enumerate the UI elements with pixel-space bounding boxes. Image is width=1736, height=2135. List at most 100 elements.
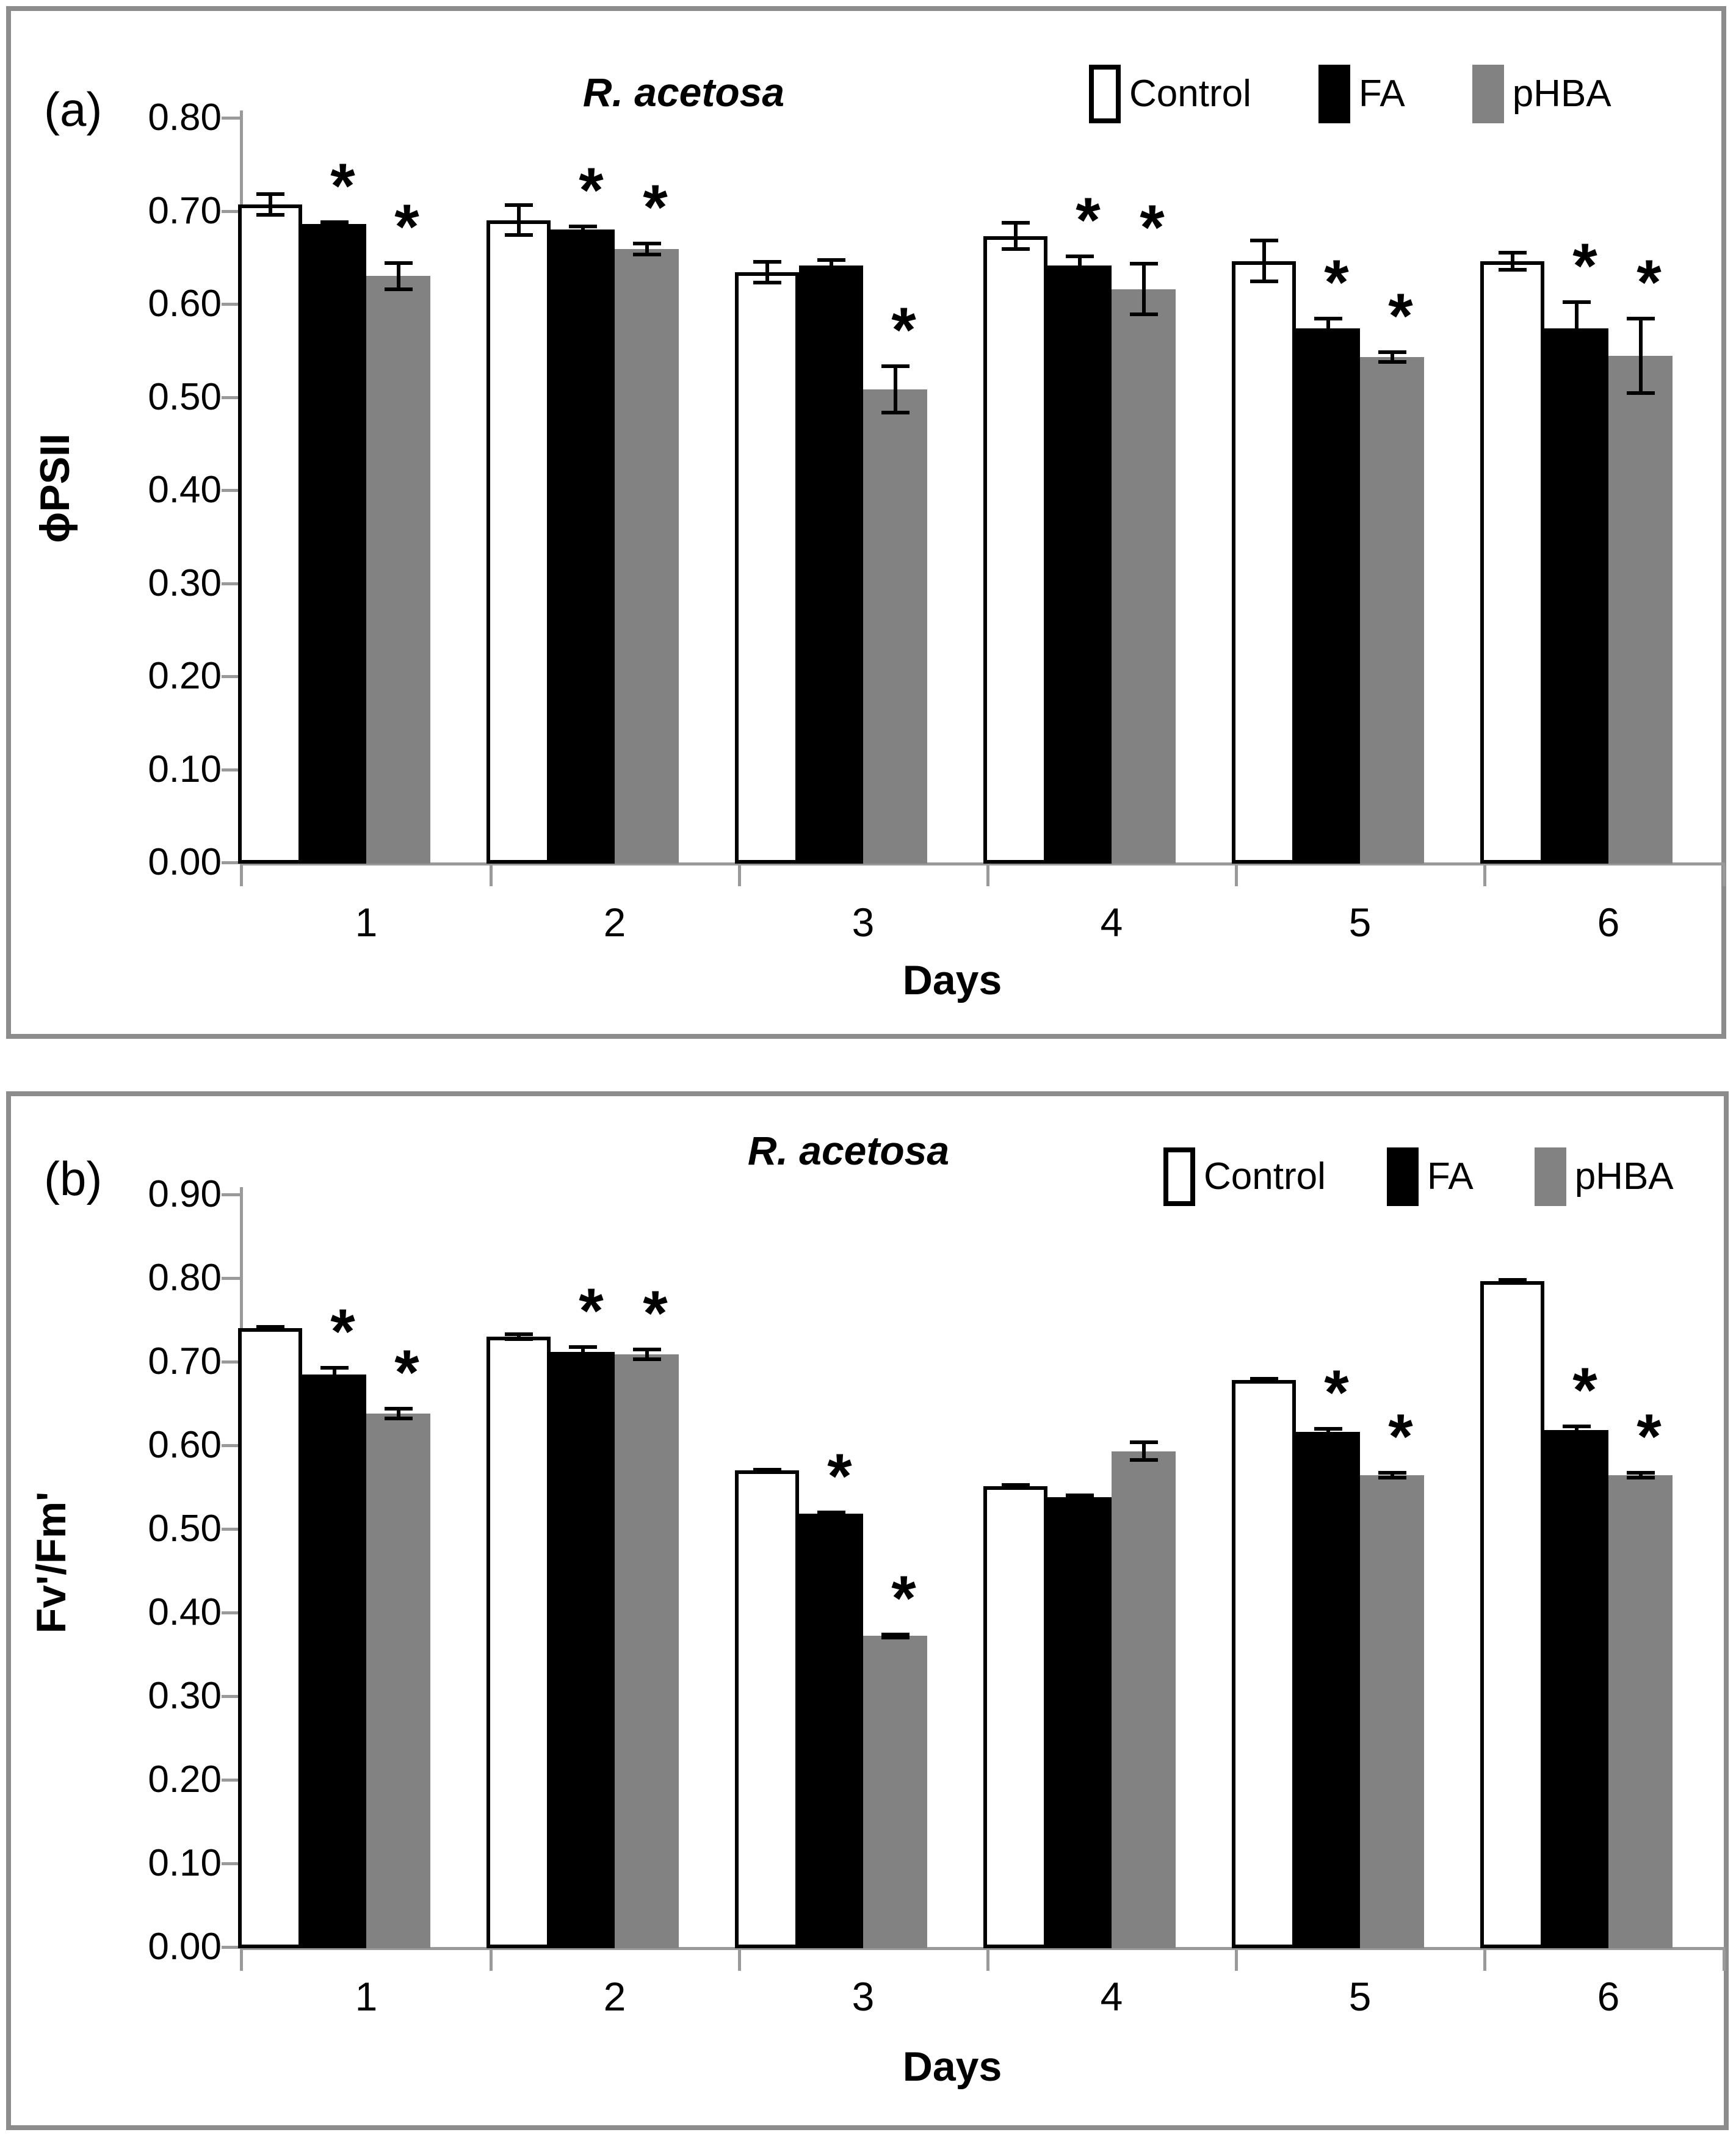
error-bar-cap-top <box>384 261 413 265</box>
error-bar-line <box>1077 255 1082 277</box>
bar-control-day5 <box>1232 261 1296 864</box>
error-bar-line <box>1390 350 1394 364</box>
y-tick-label: 0.60 <box>148 1424 222 1466</box>
bar-fa-day6 <box>1544 328 1608 864</box>
bar-fa-day5 <box>1296 328 1360 864</box>
y-tick-label: 0.80 <box>148 96 222 139</box>
error-bar-cap-bottom <box>1065 1497 1094 1501</box>
error-bar-cap-bottom <box>384 287 413 291</box>
y-tick-label: 0.30 <box>148 1675 222 1717</box>
error-bar-cap-top <box>384 1406 413 1411</box>
bar-fa-day1 <box>302 223 366 864</box>
error-bar-line <box>1574 1424 1579 1436</box>
error-bar-line <box>1326 1426 1330 1437</box>
x-tick <box>1234 865 1238 886</box>
x-tick <box>1483 865 1486 886</box>
significance-asterisk: * <box>579 155 604 226</box>
y-tick <box>222 303 241 306</box>
significance-asterisk: * <box>1637 1401 1662 1473</box>
error-bar-line <box>1638 1471 1643 1480</box>
x-tick <box>1723 865 1726 886</box>
significance-asterisk: * <box>1076 185 1101 256</box>
x-tick-label: 1 <box>355 1974 378 2019</box>
y-tick-label: 0.70 <box>148 189 222 232</box>
y-tick <box>222 675 241 678</box>
y-tick-label: 0.70 <box>148 1340 222 1382</box>
legend-item-phba: pHBA <box>1472 65 1611 123</box>
error-bar-cap-top <box>1129 1440 1158 1444</box>
x-tick-label: 5 <box>1348 1974 1372 2019</box>
error-bar-cap-bottom <box>1250 1379 1278 1384</box>
phba-swatch-icon <box>1472 65 1504 123</box>
legend-label-control: Control <box>1129 73 1251 115</box>
y-tick <box>222 582 241 585</box>
x-tick <box>489 1950 493 1971</box>
error-bar-line <box>1638 317 1643 396</box>
error-bar-cap-top <box>1250 1376 1278 1381</box>
y-tick-label: 0.10 <box>148 748 222 790</box>
bar-fa-day1 <box>302 1374 366 1948</box>
y-tick-label: 0.30 <box>148 562 222 604</box>
significance-asterisk: * <box>394 191 419 262</box>
x-tick-label: 5 <box>1348 900 1372 945</box>
bar-phba-day6 <box>1608 1475 1673 1948</box>
error-bar-cap-bottom <box>1626 391 1655 396</box>
error-bar-cap-bottom <box>256 212 284 217</box>
panel-b-legend: Control FA pHBA <box>1163 1147 1674 1206</box>
bar-phba-day2 <box>615 1354 679 1948</box>
error-bar-line <box>1390 1471 1394 1480</box>
significance-asterisk: * <box>1140 192 1165 264</box>
error-bar-cap-top <box>504 1332 533 1337</box>
x-axis-line <box>240 862 1725 865</box>
error-bar-cap-top <box>1001 1483 1030 1487</box>
error-bar-line <box>1141 262 1146 316</box>
bar-phba-day5 <box>1360 1475 1424 1948</box>
bar-control-day1 <box>238 1328 302 1948</box>
error-bar-cap-top <box>1626 317 1655 321</box>
error-bar-cap-bottom <box>384 1416 413 1420</box>
error-bar-cap-top <box>256 1324 284 1329</box>
error-bar-cap-bottom <box>753 280 781 284</box>
error-bar-cap-top <box>881 1632 910 1636</box>
error-bar-cap-top <box>504 203 533 208</box>
error-bar-cap-bottom <box>504 233 533 237</box>
significance-asterisk: * <box>1324 1357 1349 1428</box>
error-bar-cap-bottom <box>817 269 845 273</box>
panel-a-letter: (a) <box>44 82 103 136</box>
error-bar-cap-top <box>1129 262 1158 266</box>
bar-fa-day3 <box>799 1514 863 1948</box>
error-bar-cap-bottom <box>817 1513 845 1517</box>
y-tick-label: 0.50 <box>148 375 222 418</box>
legend-item-control: Control <box>1089 65 1251 123</box>
error-bar-cap-top <box>1001 221 1030 225</box>
significance-asterisk: * <box>1637 247 1662 319</box>
error-bar-cap-top <box>1378 350 1406 355</box>
error-bar-cap-top <box>568 225 597 229</box>
y-tick <box>222 1862 241 1865</box>
y-tick <box>222 1444 241 1447</box>
error-bar-cap-bottom <box>753 1469 781 1473</box>
significance-asterisk: * <box>330 150 355 222</box>
bar-control-day6 <box>1480 261 1544 864</box>
error-bar-cap-bottom <box>1250 280 1278 284</box>
bar-phba-day5 <box>1360 356 1424 864</box>
significance-asterisk: * <box>394 1337 419 1408</box>
panel-b-letter: (b) <box>44 1152 103 1205</box>
error-bar-line <box>516 1332 521 1341</box>
significance-asterisk: * <box>1572 230 1597 302</box>
bar-control-day6 <box>1480 1281 1544 1948</box>
x-axis-line <box>240 1947 1725 1950</box>
x-tick-label: 2 <box>603 900 626 945</box>
error-bar-cap-top <box>1065 1494 1094 1498</box>
error-bar-cap-bottom <box>632 253 661 257</box>
error-bar-cap-bottom <box>320 223 349 228</box>
error-bar-cap-bottom <box>1498 1281 1527 1285</box>
legend-item-phba: pHBA <box>1534 1147 1674 1206</box>
error-bar-cap-bottom <box>1314 335 1342 339</box>
bar-fa-day6 <box>1544 1430 1608 1948</box>
y-tick <box>222 396 241 399</box>
x-tick-label: 6 <box>1597 1974 1620 2019</box>
control-swatch-icon <box>1163 1147 1195 1206</box>
bar-fa-day3 <box>799 266 863 864</box>
